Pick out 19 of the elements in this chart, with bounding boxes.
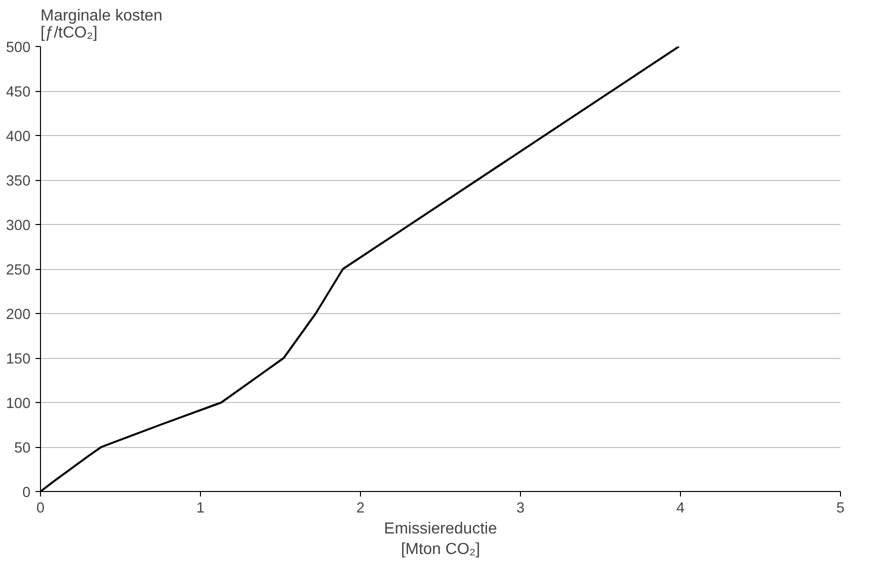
y-tick-label: 400 <box>6 129 31 145</box>
y-tick-label: 100 <box>6 396 31 412</box>
x-tick-label: 5 <box>836 500 845 516</box>
x-tick-label: 2 <box>356 500 365 516</box>
y-tick-label: 50 <box>14 440 31 456</box>
y-tick-label: 0 <box>22 485 31 501</box>
y-tick-label: 150 <box>6 352 31 368</box>
x-tick-label: 1 <box>196 500 205 516</box>
y-tick-label: 350 <box>6 174 31 190</box>
x-tick-label: 0 <box>36 500 45 516</box>
x-tick-label: 3 <box>516 500 525 516</box>
y-tick-label: 450 <box>6 84 31 100</box>
y-tick-label: 250 <box>6 262 31 278</box>
y-tick-label: 300 <box>6 218 31 234</box>
x-axis-title: Emissiereductie [Mton CO₂] <box>384 520 498 558</box>
y-tick-label: 500 <box>6 40 31 56</box>
y-tick-label: 200 <box>6 307 31 323</box>
x-tick-label: 4 <box>676 500 685 516</box>
y-axis-title: Marginale kosten [ƒ/tCO₂] <box>40 8 162 42</box>
